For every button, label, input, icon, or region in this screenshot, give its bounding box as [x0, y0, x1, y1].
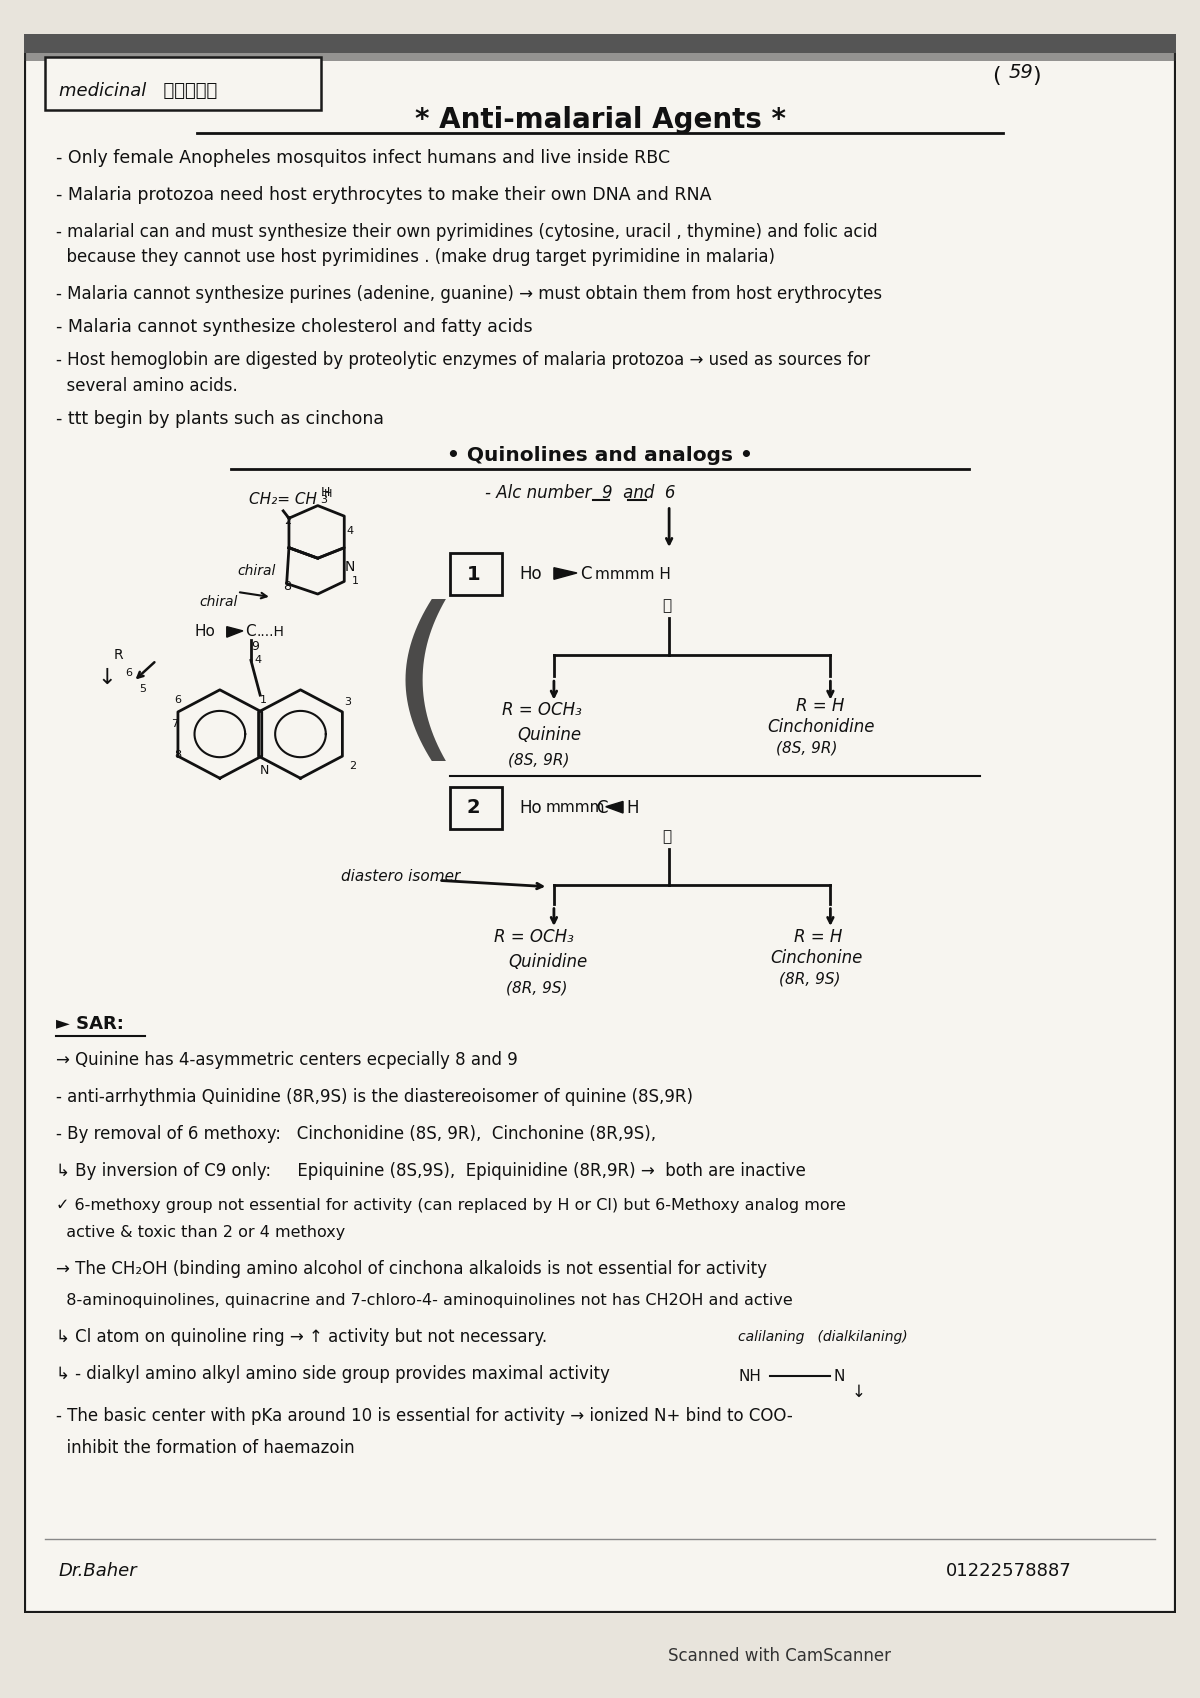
- Text: H: H: [324, 489, 332, 499]
- Text: several amino acids.: several amino acids.: [56, 377, 238, 394]
- Text: - Malaria cannot synthesize purines (adenine, guanine) → must obtain them from h: - Malaria cannot synthesize purines (ade…: [56, 285, 882, 302]
- Text: Quinine: Quinine: [517, 727, 581, 744]
- Text: 1: 1: [353, 576, 359, 586]
- Text: 2: 2: [284, 516, 292, 526]
- Text: - The basic center with pKa around 10 is essential for activity → ionized N+ bin: - The basic center with pKa around 10 is…: [56, 1408, 793, 1425]
- Text: (: (: [390, 599, 460, 774]
- Text: C: C: [596, 798, 608, 817]
- Text: H: H: [322, 486, 330, 499]
- Text: Cinchonine: Cinchonine: [770, 949, 863, 968]
- Text: - By removal of 6 methoxy:   Cinchonidine (8S, 9R),  Cinchonine (8R,9S),: - By removal of 6 methoxy: Cinchonidine …: [56, 1126, 656, 1143]
- Text: 3: 3: [320, 496, 328, 506]
- Text: (8R, 9S): (8R, 9S): [505, 980, 568, 995]
- Text: N: N: [260, 764, 270, 778]
- Text: R: R: [114, 649, 124, 662]
- Text: 9: 9: [251, 640, 259, 654]
- Bar: [44, 58, 322, 110]
- Text: medicinal   دايسي: medicinal دايسي: [59, 82, 217, 100]
- Text: diastero isomer: diastero isomer: [341, 869, 460, 883]
- Text: ↳ Cl atom on quinoline ring → ↑ activity but not necessary.: ↳ Cl atom on quinoline ring → ↑ activity…: [56, 1328, 547, 1347]
- Text: - Malaria protozoa need host erythrocytes to make their own DNA and RNA: - Malaria protozoa need host erythrocyte…: [56, 187, 712, 204]
- Text: N: N: [834, 1369, 845, 1384]
- Text: Dr.Baher: Dr.Baher: [59, 1562, 137, 1581]
- Text: mmmm H: mmmm H: [595, 567, 671, 581]
- Text: 2: 2: [467, 798, 480, 817]
- Text: ....H: ....H: [257, 625, 284, 638]
- Text: R = H: R = H: [796, 696, 845, 715]
- Text: 59: 59: [1009, 63, 1033, 83]
- Text: 8: 8: [283, 581, 292, 593]
- Text: - malarial can and must synthesize their own pyrimidines (cytosine, uracil , thy: - malarial can and must synthesize their…: [56, 222, 878, 241]
- Text: (: (: [991, 66, 1001, 85]
- Text: 5: 5: [139, 684, 146, 694]
- Text: ): ): [1032, 66, 1040, 85]
- Text: 6: 6: [174, 696, 181, 705]
- Text: - Only female Anopheles mosquitos infect humans and live inside RBC: - Only female Anopheles mosquitos infect…: [56, 149, 671, 166]
- Text: ↓: ↓: [851, 1382, 865, 1401]
- Text: 3: 3: [344, 698, 352, 708]
- Text: C: C: [581, 565, 592, 582]
- Text: ► SAR:: ► SAR:: [56, 1014, 124, 1032]
- Text: N: N: [344, 560, 355, 574]
- Bar: [450, 786, 502, 829]
- Bar: [24, 53, 1176, 61]
- Text: ↓: ↓: [97, 669, 116, 688]
- Text: C: C: [245, 625, 256, 640]
- Text: 1: 1: [467, 564, 480, 584]
- Text: 2: 2: [349, 761, 356, 771]
- Text: R = OCH₃: R = OCH₃: [494, 929, 574, 946]
- Text: H: H: [626, 798, 638, 817]
- Polygon shape: [606, 801, 623, 813]
- Text: - Malaria cannot synthesize cholesterol and fatty acids: - Malaria cannot synthesize cholesterol …: [56, 318, 533, 336]
- Text: ↳ - dialkyl amino alkyl amino side group provides maximal activity: ↳ - dialkyl amino alkyl amino side group…: [56, 1365, 610, 1384]
- Text: because they cannot use host pyrimidines . (make drug target pyrimidine in malar: because they cannot use host pyrimidines…: [56, 248, 775, 267]
- Text: R = OCH₃: R = OCH₃: [502, 701, 582, 718]
- Text: CH₂= CH: CH₂= CH: [248, 492, 317, 506]
- Bar: [450, 554, 502, 594]
- Text: active & toxic than 2 or 4 methoxy: active & toxic than 2 or 4 methoxy: [56, 1224, 346, 1240]
- Text: * Anti-malarial Agents *: * Anti-malarial Agents *: [414, 107, 786, 134]
- Text: - ttt begin by plants such as cinchona: - ttt begin by plants such as cinchona: [56, 411, 384, 428]
- Text: chiral: chiral: [199, 596, 238, 610]
- Text: Ho: Ho: [194, 625, 215, 640]
- Text: • Quinolines and analogs •: • Quinolines and analogs •: [448, 445, 752, 465]
- Text: NH: NH: [738, 1369, 761, 1384]
- Text: (8S, 9R): (8S, 9R): [508, 752, 569, 767]
- Text: Ⓒ: Ⓒ: [662, 598, 671, 613]
- Text: 4: 4: [254, 655, 262, 666]
- Text: - anti-arrhythmia Quinidine (8R,9S) is the diastereoisomer of quinine (8S,9R): - anti-arrhythmia Quinidine (8R,9S) is t…: [56, 1088, 694, 1107]
- Text: chiral: chiral: [238, 564, 276, 577]
- Text: Ho: Ho: [520, 565, 542, 582]
- Text: Quinidine: Quinidine: [508, 954, 587, 971]
- Text: 7: 7: [172, 718, 179, 728]
- Bar: [24, 34, 1176, 53]
- Text: → Quinine has 4-asymmetric centers ecpecially 8 and 9: → Quinine has 4-asymmetric centers ecpec…: [56, 1051, 518, 1070]
- Text: Ⓒ: Ⓒ: [662, 829, 671, 844]
- Text: calilaning   (dialkilaning): calilaning (dialkilaning): [738, 1330, 908, 1345]
- Text: (8S, 9R): (8S, 9R): [776, 740, 838, 756]
- Text: inhibit the formation of haemazoin: inhibit the formation of haemazoin: [56, 1438, 355, 1457]
- Text: 1: 1: [260, 696, 268, 705]
- Text: ↳ By inversion of C9 only:     Epiquinine (8S,9S),  Epiquinidine (8R,9R) →  both: ↳ By inversion of C9 only: Epiquinine (8…: [56, 1161, 806, 1180]
- Text: ✓ 6-methoxy group not essential for activity (can replaced by H or Cl) but 6-Met: ✓ 6-methoxy group not essential for acti…: [56, 1199, 846, 1212]
- Text: Ho: Ho: [520, 798, 542, 817]
- Text: Cinchonidine: Cinchonidine: [767, 718, 875, 735]
- Polygon shape: [227, 627, 242, 637]
- Text: 8-aminoquinolines, quinacrine and 7-chloro-4- aminoquinolines not has CH2OH and : 8-aminoquinolines, quinacrine and 7-chlo…: [56, 1292, 793, 1307]
- Text: - Host hemoglobin are digested by proteolytic enzymes of malaria protozoa → used: - Host hemoglobin are digested by proteo…: [56, 351, 870, 370]
- Text: (8R, 9S): (8R, 9S): [779, 971, 840, 987]
- Text: 4: 4: [347, 526, 354, 537]
- Text: → The CH₂OH (binding amino alcohol of cinchona alkaloids is not essential for ac: → The CH₂OH (binding amino alcohol of ci…: [56, 1260, 767, 1279]
- Text: mmmm: mmmm: [546, 800, 605, 815]
- Text: - Alc number  9  and  6: - Alc number 9 and 6: [485, 484, 676, 503]
- Polygon shape: [554, 567, 577, 579]
- Text: 6: 6: [125, 667, 132, 678]
- Text: 01222578887: 01222578887: [946, 1562, 1072, 1581]
- Text: 8: 8: [174, 751, 181, 761]
- Text: Scanned with CamScanner: Scanned with CamScanner: [668, 1647, 892, 1664]
- Text: R = H: R = H: [793, 929, 842, 946]
